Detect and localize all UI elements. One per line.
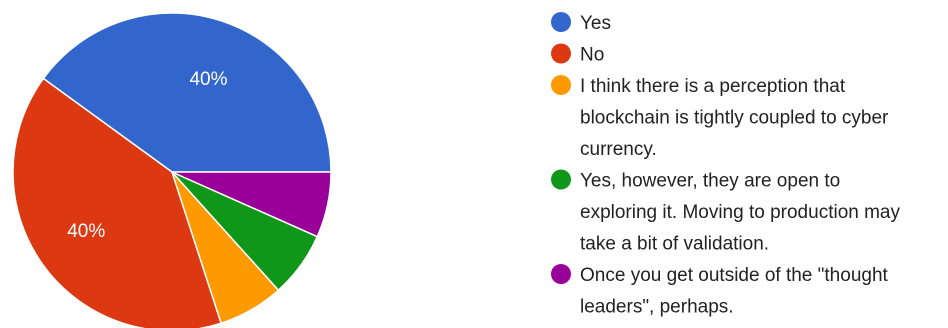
legend-item-2: No	[551, 43, 604, 66]
legend-marker-2	[551, 43, 571, 64]
legend-label-5-line-2: leaders", perhaps.	[580, 297, 734, 318]
legend-label-4-line-1: Yes, however, they are open to	[580, 171, 840, 192]
pie-slices	[12, 12, 332, 328]
legend-label-4-line-3: take a bit of validation.	[580, 234, 769, 255]
legend-item-3: I think there is a perception that blockc…	[551, 75, 889, 160]
legend-marker-4	[551, 169, 571, 190]
pie-slice-2	[12, 77, 223, 328]
legend-label-5-line-1: Once you get outside of the "thought	[580, 265, 889, 286]
legend-label-4-line-2: exploring it. Moving to production may	[580, 202, 900, 223]
legend-marker-5	[551, 264, 571, 284]
pie-slice-label-1: 40%	[189, 69, 227, 90]
legend-label-1-line-1: Yes	[580, 13, 611, 34]
legend-label-3-line-1: I think there is a perception that	[580, 76, 846, 97]
legend-label-3-line-2: blockchain is tightly coupled to cyber	[580, 108, 889, 129]
pie-slice-5	[171, 171, 332, 238]
pie-slice-1	[42, 12, 332, 173]
legend-label-3-line-3: currency.	[580, 139, 657, 160]
pie-slice-label-2: 40%	[67, 221, 105, 242]
legend-marker-1	[551, 12, 571, 32]
legend-label-2-line-1: No	[580, 45, 604, 66]
legend-item-4: Yes, however, they are open to exploring …	[551, 169, 900, 255]
legend-item-1: Yes	[551, 12, 611, 34]
legend: Yes No I think there is a perception that b…	[551, 12, 900, 318]
legend-marker-3	[551, 75, 571, 95]
legend-item-5: Once you get outside of the "thought lead…	[551, 264, 889, 318]
pie-slice-labels: 40% 40%	[67, 69, 227, 242]
